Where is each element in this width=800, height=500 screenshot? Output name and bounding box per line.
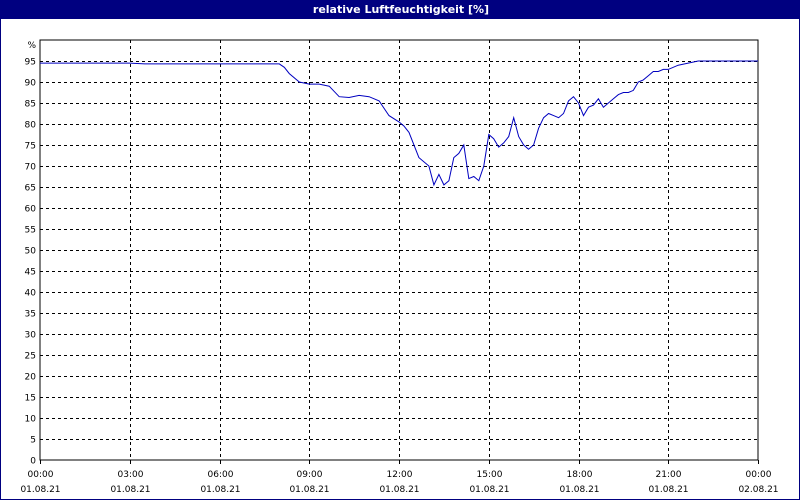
y-tick-label: 10 bbox=[25, 415, 37, 425]
x-tick-time-label: 06:00 bbox=[208, 470, 234, 480]
x-tick-labels: 00:00 01.08.21 03:00 01.08.21 06:00 01.08.21 0… bbox=[20, 470, 778, 495]
y-tick-label: 80 bbox=[25, 121, 37, 131]
chart-title: relative Luftfeuchtigkeit [%] bbox=[1, 1, 800, 19]
y-tick-label: 45 bbox=[25, 268, 36, 278]
x-tick-date-label: 01.08.21 bbox=[648, 485, 688, 495]
x-tick-date-label: 01.08.21 bbox=[379, 485, 419, 495]
y-tick-label: 40 bbox=[25, 289, 37, 299]
y-tick-label: 95 bbox=[25, 58, 36, 68]
x-tick-time-label: 09:00 bbox=[297, 470, 323, 480]
y-tick-label: 25 bbox=[25, 352, 36, 362]
y-tick-label: 65 bbox=[25, 184, 36, 194]
y-tick-label: 70 bbox=[25, 163, 37, 173]
vertical-gridlines bbox=[40, 40, 759, 464]
y-tick-label: 15 bbox=[25, 394, 36, 404]
x-tick-date-label: 01.08.21 bbox=[200, 485, 240, 495]
x-tick-time-label: 03:00 bbox=[118, 470, 144, 480]
y-tick-label: 0 bbox=[30, 457, 36, 467]
x-tick-time-label: 18:00 bbox=[567, 470, 593, 480]
y-tick-label: 30 bbox=[25, 331, 37, 341]
x-tick-date-label: 01.08.21 bbox=[110, 485, 150, 495]
x-tick-date-label: 01.08.21 bbox=[469, 485, 509, 495]
y-tick-label: 90 bbox=[25, 79, 37, 89]
x-tick-time-label: 00:00 bbox=[28, 470, 54, 480]
y-tick-label: 60 bbox=[25, 205, 37, 215]
y-tick-label: 5 bbox=[30, 436, 36, 446]
x-tick-time-label: 12:00 bbox=[387, 470, 413, 480]
y-tick-label: 55 bbox=[25, 226, 36, 236]
y-tick-label: 50 bbox=[25, 247, 37, 257]
y-tick-label: 75 bbox=[25, 142, 36, 152]
x-tick-time-label: 15:00 bbox=[477, 470, 503, 480]
humidity-series bbox=[40, 60, 758, 187]
x-tick-date-label: 01.08.21 bbox=[289, 485, 329, 495]
x-tick-date-label: 01.08.21 bbox=[559, 485, 599, 495]
y-tick-label: 20 bbox=[25, 373, 37, 383]
y-tick-label: 85 bbox=[25, 100, 36, 110]
x-tick-time-label: 21:00 bbox=[656, 470, 682, 480]
x-tick-date-label: 02.08.21 bbox=[738, 485, 778, 495]
y-tick-labels: 0 5 10 15 20 25 30 35 40 45 50 55 60 65 70 75 80 85 90 95 bbox=[25, 58, 37, 467]
x-tick-date-label: 01.08.21 bbox=[20, 485, 60, 495]
y-axis-unit-label: % bbox=[27, 41, 36, 51]
x-tick-time-label: 00:00 bbox=[746, 470, 772, 480]
plot-frame bbox=[39, 39, 759, 461]
y-tick-label: 35 bbox=[25, 310, 36, 320]
humidity-line bbox=[40, 60, 758, 187]
